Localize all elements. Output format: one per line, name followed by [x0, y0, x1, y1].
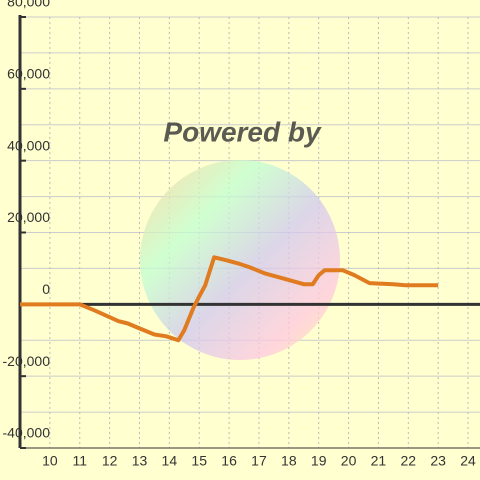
x-tick-label: 22	[401, 453, 417, 469]
y-tick-label: -20,000	[3, 353, 51, 369]
y-tick-label: 0	[42, 281, 50, 297]
x-tick-label: 20	[341, 453, 357, 469]
x-tick-label: 16	[221, 453, 237, 469]
y-tick-label: 80,000	[7, 0, 50, 10]
x-tick-label: 10	[42, 453, 58, 469]
x-tick-label: 11	[72, 453, 87, 469]
grid	[20, 16, 480, 449]
y-tick-label: 60,000	[7, 66, 50, 82]
watermark-text: Powered by	[163, 116, 322, 147]
x-tick-label: 23	[430, 453, 446, 469]
y-tick-label: 40,000	[7, 137, 50, 153]
y-tick-label: -40,000	[3, 425, 51, 441]
y-tick-label: 20,000	[7, 209, 50, 225]
x-tick-label: 14	[162, 453, 178, 469]
x-tick-label: 18	[281, 453, 297, 469]
plot: -40,000 -20,000 0 20,000 40,000 60,000 80,000 1…	[3, 0, 480, 469]
x-tick-label: 13	[132, 453, 148, 469]
watermark-logo	[140, 160, 340, 360]
data-line	[20, 255, 439, 343]
x-tick-label: 19	[311, 453, 327, 469]
x-tick-label: 24	[460, 453, 476, 469]
x-tick-label: 12	[102, 453, 118, 469]
x-tick-label: 15	[191, 453, 207, 469]
x-tick-label: 21	[371, 453, 387, 469]
x-tick-label: 17	[251, 453, 267, 469]
